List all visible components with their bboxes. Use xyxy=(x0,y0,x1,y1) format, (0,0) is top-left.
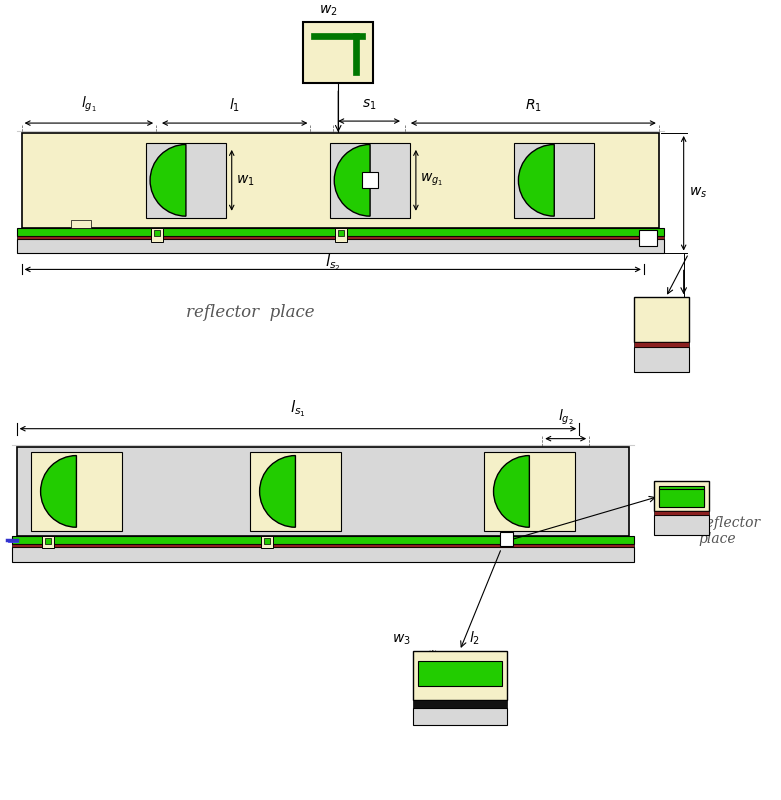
Text: $w_3$: $w_3$ xyxy=(392,632,411,646)
Text: $R_1$: $R_1$ xyxy=(525,98,542,114)
Text: $w_1$: $w_1$ xyxy=(236,173,255,187)
Bar xyxy=(154,230,160,235)
Bar xyxy=(634,298,689,342)
Bar xyxy=(418,661,502,686)
Bar xyxy=(654,511,708,515)
Bar xyxy=(312,34,365,39)
Bar xyxy=(261,536,273,548)
Bar xyxy=(12,544,634,547)
Text: $w_{g_1}$: $w_{g_1}$ xyxy=(420,172,443,189)
Bar xyxy=(303,22,373,83)
Text: $w_2$: $w_2$ xyxy=(319,3,337,18)
Bar xyxy=(659,490,704,507)
Bar xyxy=(303,22,373,83)
Bar xyxy=(659,486,704,506)
Bar xyxy=(483,451,575,531)
Bar xyxy=(16,446,629,536)
Text: reflector
place: reflector place xyxy=(698,516,760,546)
Bar xyxy=(639,230,657,246)
Bar xyxy=(353,34,359,75)
Bar xyxy=(41,536,54,548)
Wedge shape xyxy=(150,145,186,216)
Bar xyxy=(16,228,664,235)
Text: $l_{s_2}$: $l_{s_2}$ xyxy=(325,253,341,274)
Bar xyxy=(151,228,163,242)
Bar xyxy=(413,650,508,701)
Bar xyxy=(413,701,508,709)
Wedge shape xyxy=(41,455,77,527)
Text: $l_{s_1}$: $l_{s_1}$ xyxy=(290,398,306,418)
Wedge shape xyxy=(519,145,555,216)
Bar xyxy=(263,538,269,544)
Wedge shape xyxy=(494,455,530,527)
Bar xyxy=(22,133,659,228)
Bar xyxy=(146,143,226,218)
Bar xyxy=(12,536,634,544)
Bar xyxy=(16,238,664,254)
Bar xyxy=(30,451,122,531)
Text: $l_{g_2}$: $l_{g_2}$ xyxy=(558,407,573,426)
Wedge shape xyxy=(259,455,295,527)
Text: $l_1$: $l_1$ xyxy=(229,97,241,114)
Bar xyxy=(362,172,378,188)
Bar xyxy=(335,228,348,242)
Wedge shape xyxy=(334,145,370,216)
Bar xyxy=(45,538,51,544)
Bar xyxy=(330,143,410,218)
Text: $l_2$: $l_2$ xyxy=(469,630,480,646)
Bar xyxy=(654,515,708,535)
Bar xyxy=(634,342,689,347)
Bar xyxy=(16,235,664,238)
Text: reflector  place: reflector place xyxy=(187,304,315,321)
Bar xyxy=(71,220,91,228)
Bar xyxy=(634,347,689,372)
Bar xyxy=(413,709,508,726)
Bar xyxy=(500,532,513,546)
Bar xyxy=(12,547,634,562)
Text: $w_s$: $w_s$ xyxy=(689,186,707,201)
Text: $s_1$: $s_1$ xyxy=(362,98,376,112)
Bar xyxy=(654,482,708,511)
Bar xyxy=(515,143,594,218)
Bar xyxy=(250,451,341,531)
Bar xyxy=(338,230,344,235)
Text: $l_{g_1}$: $l_{g_1}$ xyxy=(81,95,97,114)
